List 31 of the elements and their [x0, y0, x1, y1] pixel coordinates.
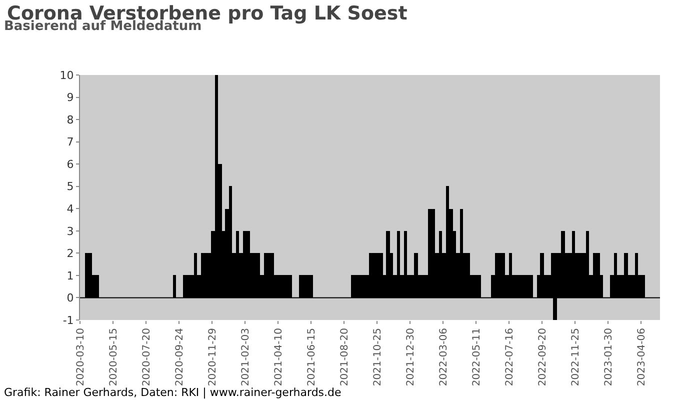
x-tick-label: 2020-11-29: [207, 328, 218, 386]
y-tick-label: 3: [66, 224, 74, 238]
x-tick-label: 2021-12-30: [405, 328, 416, 386]
y-tick-label: 7: [66, 136, 74, 149]
x-tick-label: 2023-04-06: [636, 328, 648, 386]
y-tick-label: 10: [60, 68, 74, 82]
x-tick-label: 2021-06-15: [306, 328, 318, 386]
y-tick-label: -1: [62, 314, 74, 327]
y-tick-label: 0: [66, 292, 74, 305]
x-tick-label: 2021-04-10: [273, 328, 284, 386]
y-tick-label: 5: [66, 180, 74, 194]
x-tick-label: 2022-11-25: [570, 328, 582, 386]
y-tick-label: 2: [66, 247, 74, 260]
x-tick-label: 2020-09-24: [174, 328, 186, 386]
y-tick-label: 9: [66, 91, 74, 104]
x-tick-label: 2021-10-25: [372, 328, 384, 386]
x-tick-label: 2020-03-10: [75, 328, 86, 386]
x-tick-label: 2020-07-20: [141, 328, 152, 386]
x-tick-label: 2022-03-06: [438, 328, 450, 386]
x-tick-label: 2020-05-15: [108, 328, 120, 386]
text: Grafik: Rainer Gerhards, Daten: RKI | www.rainer-gerhards.de: [4, 386, 342, 399]
x-tick-label: 2022-07-16: [504, 328, 516, 386]
x-tick-label: 2023-01-30: [603, 328, 614, 386]
x-tick-label: 2022-05-11: [471, 328, 482, 386]
x-tick-label: 2021-02-03: [240, 328, 252, 386]
x-tick-label: 2022-09-20: [537, 328, 548, 386]
y-tick-label: 4: [66, 202, 74, 216]
y-tick-label: 6: [66, 158, 74, 171]
x-tick-label: 2021-08-20: [339, 328, 350, 386]
y-tick-label: 8: [66, 113, 74, 126]
y-tick-label: 1: [66, 269, 74, 282]
